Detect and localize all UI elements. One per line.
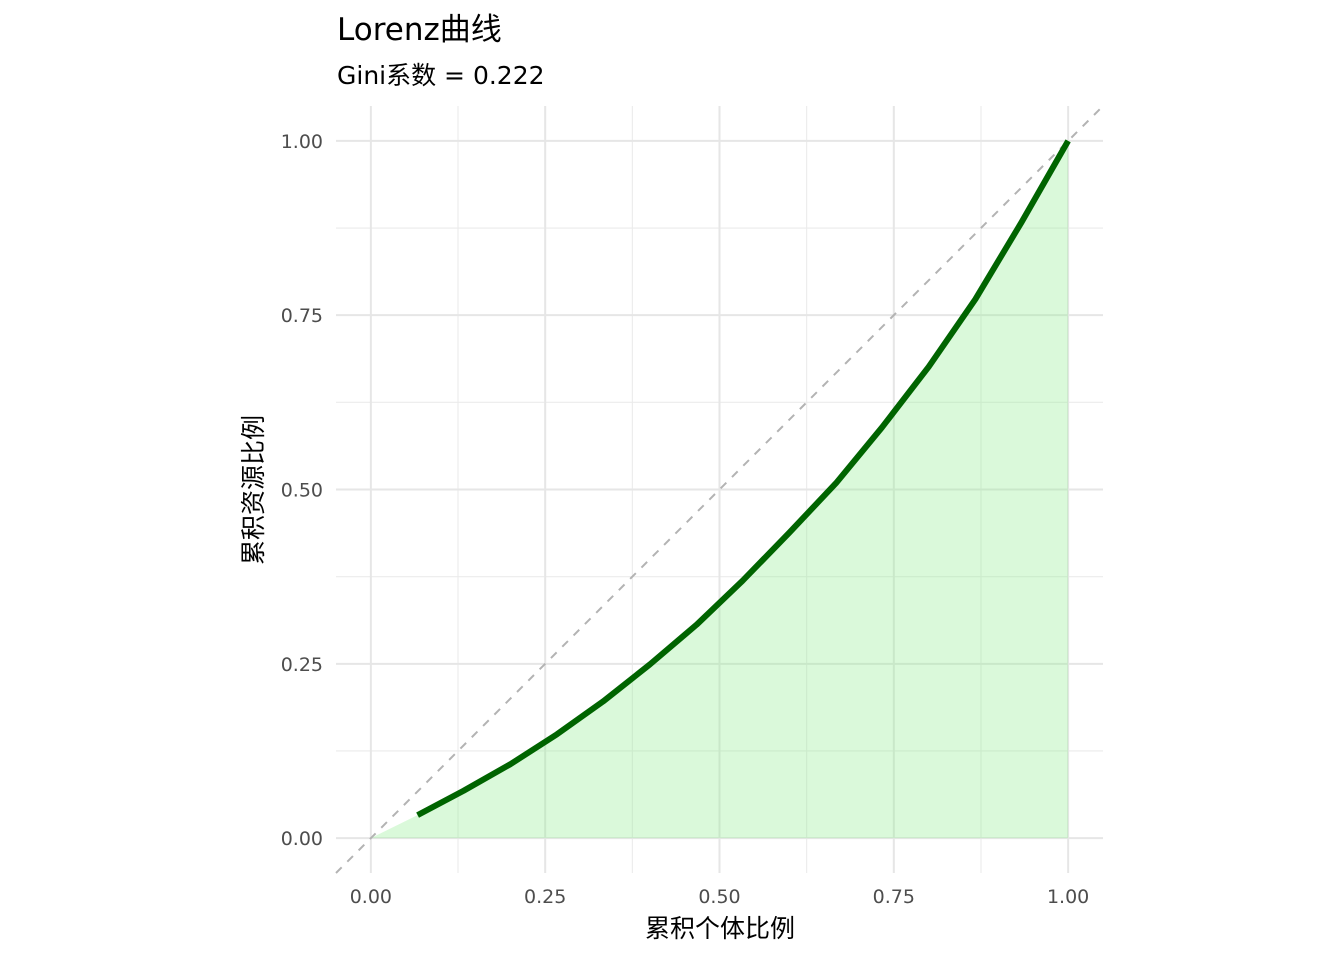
x-axis-ticks: 0.00 0.25 0.50 0.75 1.00: [350, 886, 1090, 908]
equality-line: [335, 105, 1104, 874]
y-axis-ticks: 0.00 0.25 0.50 0.75 1.00: [281, 131, 323, 850]
lorenz-line-layer: [416, 139, 1071, 818]
y-tick-label: 0.00: [281, 828, 323, 850]
chart-subtitle: Gini系数 = 0.222: [337, 61, 545, 90]
x-tick-label: 0.25: [524, 886, 566, 908]
y-tick-label: 1.00: [281, 131, 323, 153]
x-tick-label: 0.75: [873, 886, 915, 908]
y-tick-label: 0.25: [281, 654, 323, 676]
x-axis-title: 累积个体比例: [645, 914, 795, 943]
chart-title: Lorenz曲线: [337, 12, 502, 48]
lorenz-area: [370, 140, 1069, 839]
reference-line-layer: [335, 105, 1104, 874]
x-tick-label: 0.00: [350, 886, 392, 908]
y-tick-label: 0.50: [281, 480, 323, 502]
area-layer: [370, 140, 1069, 839]
x-tick-label: 0.50: [698, 886, 740, 908]
lorenz-curve: [416, 139, 1071, 818]
x-tick-label: 1.00: [1047, 886, 1089, 908]
y-tick-label: 0.75: [281, 305, 323, 327]
y-axis-title: 累积资源比例: [239, 415, 268, 565]
